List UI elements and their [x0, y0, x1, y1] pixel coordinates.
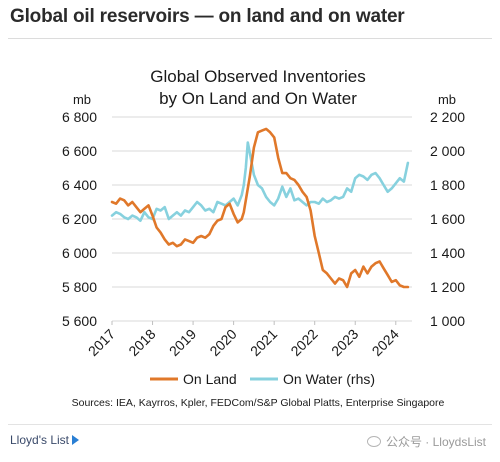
x-tick-label: 2018 — [125, 326, 158, 359]
watermark-text: 公众号 · LloydsList — [385, 435, 486, 449]
footer-divider — [8, 424, 492, 425]
wechat-icon — [366, 436, 381, 447]
y-left-tick-label: 5 600 — [62, 313, 97, 329]
y-right-tick-label: 2 000 — [430, 143, 465, 159]
y-left-tick-label: 5 800 — [62, 279, 97, 295]
series-line-on-water — [110, 141, 410, 222]
y-left-tick-label: 6 800 — [62, 109, 97, 125]
y-right-tick-label: 1 800 — [430, 177, 465, 193]
y-right-tick-label: 2 200 — [430, 109, 465, 125]
brand-logo[interactable]: Lloyd's List — [10, 433, 79, 447]
y-right-tick-label: 1 400 — [430, 245, 465, 261]
brand-name: Lloyd's List — [10, 433, 69, 447]
y-axis-right-ticks: 2 200 2 000 1 800 1 600 1 400 1 200 1 000 — [430, 109, 465, 329]
x-tick-label: 2021 — [247, 326, 280, 359]
chart-title-line-2: by On Land and On Water — [159, 89, 357, 108]
legend-label-on-land: On Land — [183, 371, 237, 387]
y-right-tick-label: 1 200 — [430, 279, 465, 295]
y-left-tick-label: 6 000 — [62, 245, 97, 261]
x-tick-label: 2024 — [369, 326, 402, 359]
gridlines — [112, 116, 412, 322]
page-title: Global oil reservoirs — on land and on w… — [10, 6, 405, 27]
legend: On Land On Water (rhs) — [150, 371, 375, 387]
x-tick-label: 2020 — [206, 326, 239, 359]
series-line-on-land — [110, 127, 410, 289]
y-left-tick-label: 6 400 — [62, 177, 97, 193]
chart-source-note: Sources: IEA, Kayrros, Kpler, FEDCom/S&P… — [72, 397, 445, 409]
y-left-tick-label: 6 600 — [62, 143, 97, 159]
legend-label-on-water: On Water (rhs) — [283, 371, 375, 387]
x-tick-label: 2019 — [166, 326, 199, 359]
x-axis-ticks: 2017 2018 2019 2020 2021 2022 2023 2024 — [85, 321, 402, 359]
x-tick-label: 2017 — [85, 326, 118, 359]
y-left-tick-label: 6 200 — [62, 211, 97, 227]
y-axis-left-ticks: 6 800 6 600 6 400 6 200 6 000 5 800 5 600 — [62, 109, 97, 329]
chart-title-line-1: Global Observed Inventories — [150, 67, 365, 86]
x-tick-label: 2022 — [287, 326, 320, 359]
series-lines — [110, 127, 410, 289]
y-right-tick-label: 1 600 — [430, 211, 465, 227]
inventory-chart: Global Observed Inventories by On Land a… — [62, 67, 465, 409]
x-tick-label: 2023 — [328, 326, 361, 359]
watermark: 公众号 · LloydsList — [366, 433, 486, 450]
y-axis-left-unit: mb — [73, 92, 91, 107]
header-divider — [8, 38, 492, 39]
y-right-tick-label: 1 000 — [430, 313, 465, 329]
brand-arrow-icon — [72, 435, 79, 445]
y-axis-right-unit: mb — [438, 92, 456, 107]
